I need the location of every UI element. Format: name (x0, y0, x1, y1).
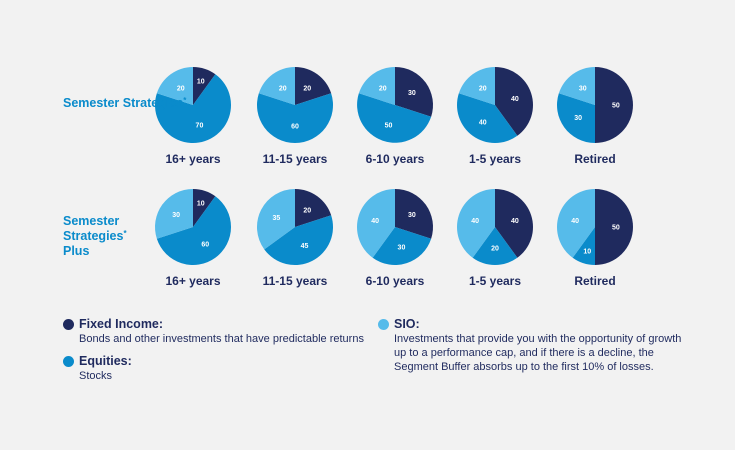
pie-category-label: Retired (574, 274, 615, 288)
slice-value-label: 10 (197, 79, 205, 86)
pie-slice-equities (357, 93, 432, 143)
slice-value-label: 40 (371, 218, 379, 225)
pie-category-label: 16+ years (165, 152, 220, 166)
slice-value-label: 30 (408, 90, 416, 97)
sio-swatch (378, 319, 389, 330)
pie-slice-equities (156, 196, 232, 266)
slice-value-label: 50 (612, 103, 620, 110)
slice-value-label: 20 (303, 208, 311, 215)
slice-value-label: 40 (471, 218, 479, 225)
pie-slice-fixed-income (395, 189, 433, 239)
slice-value-label: 20 (379, 86, 387, 93)
slice-value-label: 30 (574, 115, 582, 122)
slice-value-label: 70 (196, 122, 204, 129)
pie-slice-sio (256, 189, 295, 250)
pie-category-label: 11-15 years (263, 274, 328, 288)
slice-value-label: 10 (583, 248, 591, 255)
pie-slice-equities (372, 227, 432, 265)
pie-slice-sio (556, 189, 595, 258)
slice-value-label: 20 (479, 86, 487, 93)
legend-equities-title: Equities: (79, 354, 132, 368)
slice-value-label: 35 (272, 215, 280, 222)
pie-slice-fixed-income (295, 67, 332, 105)
pie-slice-sio (156, 67, 193, 105)
slice-value-label: 10 (197, 201, 205, 208)
pie-slice-sio (558, 67, 595, 105)
slice-value-label: 40 (479, 119, 487, 126)
slice-value-label: 40 (571, 218, 579, 225)
pie-slice-sio (155, 189, 193, 239)
slice-value-label: 50 (385, 122, 393, 129)
pie-slice-sio (258, 67, 295, 105)
pie-slice-fixed-income (395, 67, 433, 117)
pie-slice-equities (264, 215, 333, 265)
pie-slice-equities (457, 93, 518, 143)
slice-value-label: 30 (579, 86, 587, 93)
pie-slice-equities (472, 227, 518, 266)
row-label-semester-strategies-plus: Semester Strategies* Plus (63, 214, 127, 258)
pie-slice-equities (155, 74, 232, 144)
legend-sio-title: SIO: (394, 317, 420, 331)
slice-value-label: 30 (408, 212, 416, 219)
legend-equities-desc: Stocks (79, 370, 113, 382)
pie-slice-equities (557, 93, 595, 143)
pie-slice-sio (356, 189, 395, 258)
legend-sio-desc: Investments that provide you with the op… (394, 333, 682, 373)
pie-slice-fixed-income (193, 189, 216, 227)
slice-value-label: 20 (491, 245, 499, 252)
pie-category-label: 11-15 years (263, 152, 328, 166)
pie-slice-sio (456, 189, 495, 258)
pie-category-label: 6-10 years (366, 152, 425, 166)
slice-value-label: 20 (279, 86, 287, 93)
slice-value-label: 20 (177, 86, 185, 93)
fixed-income-swatch (63, 319, 74, 330)
equities-swatch (63, 356, 74, 367)
pie-slice-fixed-income (495, 189, 534, 258)
slice-value-label: 50 (612, 225, 620, 232)
pie-category-label: 1-5 years (469, 274, 521, 288)
pie-slice-sio (358, 67, 395, 105)
pie-category-label: 6-10 years (366, 274, 425, 288)
slice-value-label: 60 (201, 241, 209, 248)
pie-slice-fixed-income (495, 67, 534, 136)
slice-value-label: 45 (301, 243, 309, 250)
pie-category-label: 16+ years (165, 274, 220, 288)
slice-value-label: 30 (172, 212, 180, 219)
pie-slice-fixed-income (193, 67, 216, 105)
pie-slice-equities (257, 93, 334, 144)
slice-value-label: 60 (291, 123, 299, 130)
pie-slice-fixed-income (595, 189, 633, 265)
legend-fixed-income-title: Fixed Income: (79, 317, 164, 331)
pie-category-label: 1-5 years (469, 152, 521, 166)
pie-category-label: Retired (574, 152, 615, 166)
pie-slice-fixed-income (295, 189, 332, 227)
pie-slice-equities (572, 227, 595, 265)
row-label-semester-strategies: Semester Strategies* (63, 96, 187, 110)
slice-value-label: 40 (511, 96, 519, 103)
slice-value-label: 20 (303, 86, 311, 93)
pie-slice-sio (458, 67, 495, 105)
legend-fixed-income-desc: Bonds and other investments that have pr… (79, 333, 364, 345)
slice-value-label: 30 (398, 244, 406, 251)
slice-value-label: 40 (511, 218, 519, 225)
pie-slice-fixed-income (595, 67, 633, 143)
